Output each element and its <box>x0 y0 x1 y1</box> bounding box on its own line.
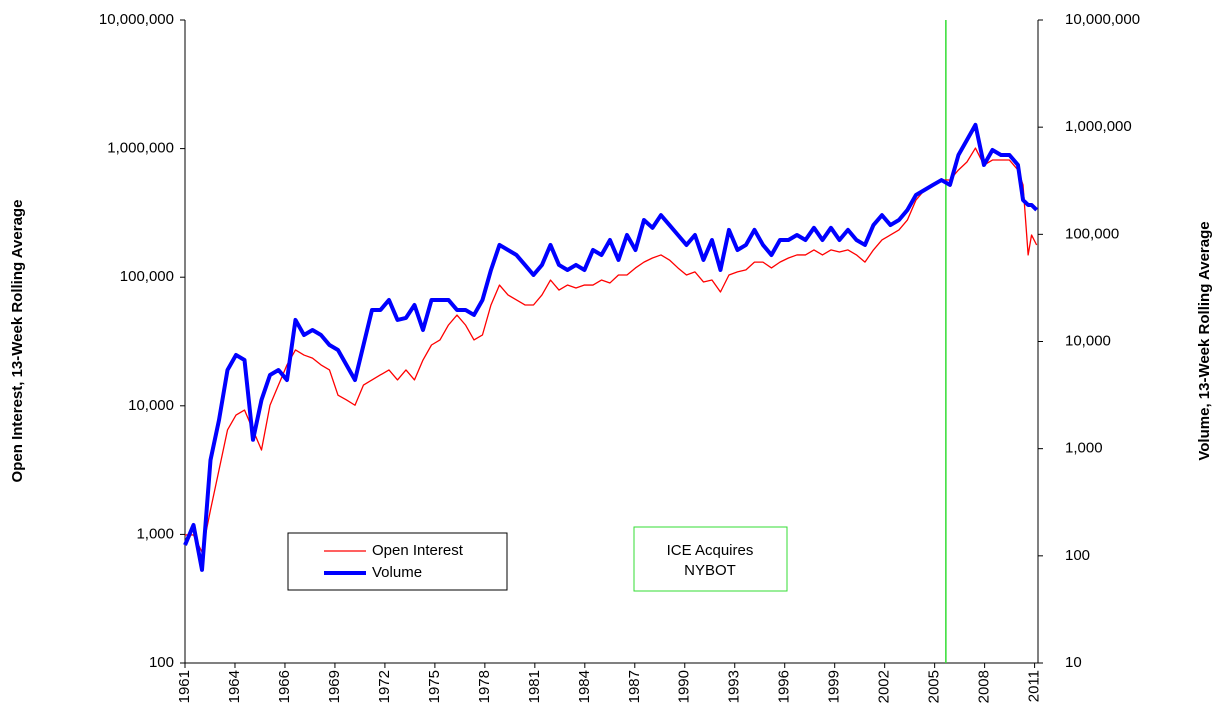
annotation-text: ICE Acquires <box>667 542 754 559</box>
x-tick-label: 1981 <box>526 670 543 703</box>
x-tick-label: 1966 <box>276 670 293 703</box>
x-tick-label: 1990 <box>676 670 693 703</box>
annotation-text: NYBOT <box>684 562 736 579</box>
y2-tick-label: 10,000,000 <box>1065 11 1140 28</box>
y-tick-label: 10,000 <box>128 397 174 414</box>
x-tick-label: 1969 <box>326 670 343 703</box>
x-tick-label: 1978 <box>476 670 493 703</box>
y-tick-label: 10,000,000 <box>99 11 174 28</box>
legend-box <box>287 532 508 591</box>
x-tick-label: 2002 <box>876 670 893 703</box>
y2-tick-label: 1,000 <box>1065 440 1103 457</box>
x-tick-label: 1964 <box>226 670 243 703</box>
x-tick-label: 1987 <box>626 670 643 703</box>
x-tick-label: 1975 <box>426 670 443 703</box>
y2-tick-label: 100,000 <box>1065 225 1119 242</box>
x-tick-label: 1961 <box>176 670 193 703</box>
x-tick-label: 1999 <box>826 670 843 703</box>
x-tick-label: 1984 <box>576 670 593 703</box>
legend-label: Open Interest <box>372 542 464 559</box>
annotation-box <box>633 526 788 592</box>
x-tick-label: 1972 <box>376 670 393 703</box>
series-line <box>185 147 1038 553</box>
y-tick-label: 100 <box>149 654 174 671</box>
y-tick-label: 1,000,000 <box>107 140 174 157</box>
x-tick-label: 2011 <box>1026 670 1043 702</box>
legend-label: Volume <box>372 564 422 581</box>
y-axis-title: Open Interest, 13-Week Rolling Average <box>9 200 26 483</box>
series-line <box>183 122 1039 572</box>
x-tick-label: 2005 <box>926 670 943 703</box>
y-tick-label: 100,000 <box>120 268 174 285</box>
y2-axis-title: Volume, 13-Week Rolling Average <box>1196 221 1213 460</box>
y2-tick-label: 1,000,000 <box>1065 118 1132 135</box>
y2-tick-label: 10 <box>1065 654 1082 671</box>
x-tick-label: 2008 <box>976 670 993 703</box>
x-tick-label: 1996 <box>776 670 793 703</box>
y-tick-label: 1,000 <box>136 525 174 542</box>
y2-tick-label: 100 <box>1065 547 1090 564</box>
y2-tick-label: 10,000 <box>1065 332 1111 349</box>
x-tick-label: 1993 <box>726 670 743 703</box>
